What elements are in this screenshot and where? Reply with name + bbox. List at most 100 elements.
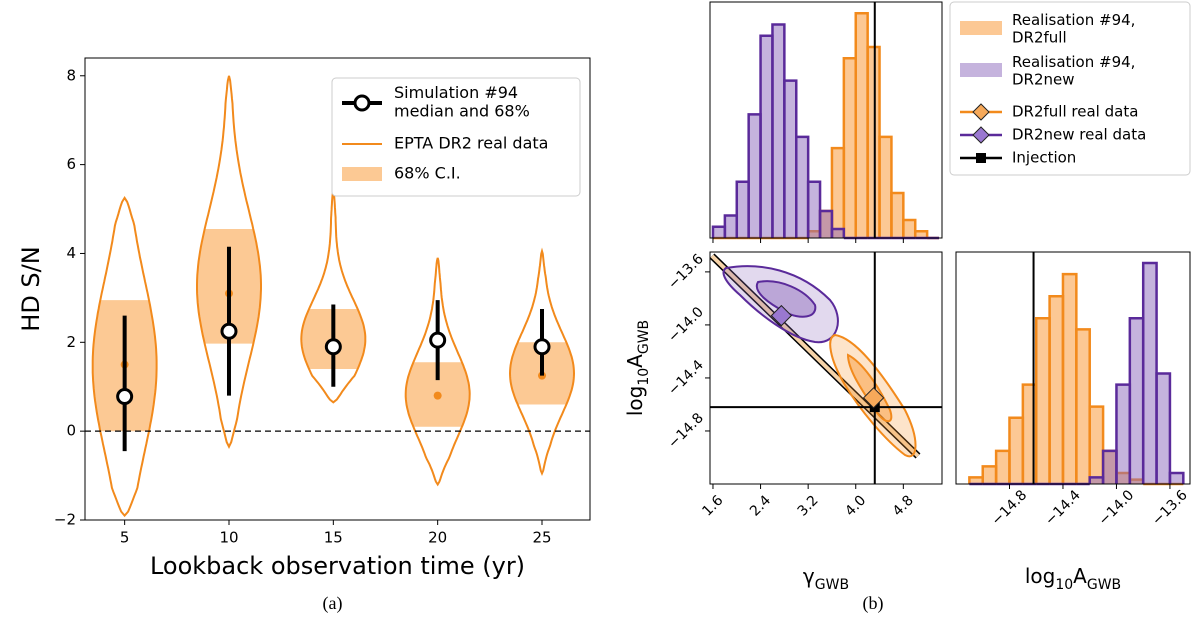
legend-marker (353, 94, 371, 112)
legend-label: EPTA DR2 real data (394, 134, 548, 153)
legend-label: DR2new real data (1012, 126, 1146, 144)
y-tick-label: 4 (66, 244, 76, 262)
axis-label-part: 10 (1055, 577, 1073, 593)
x-tick-label: 10 (219, 529, 238, 547)
violin (404, 257, 471, 487)
hist-bar (878, 135, 893, 238)
median-marker (324, 338, 342, 356)
hist-bar (747, 113, 762, 238)
axis-label: log10AGWB (623, 320, 653, 416)
hist-bar (890, 191, 905, 238)
plot-frame (709, 1, 943, 239)
median-marker (116, 388, 134, 406)
legend-label: Realisation #94, DR2new (1012, 53, 1135, 88)
real-data-marker (770, 304, 793, 327)
real-data-marker (862, 387, 885, 409)
violin (508, 247, 576, 476)
hist-bar (842, 56, 857, 238)
violin (196, 75, 262, 449)
hist-bar (1008, 416, 1025, 484)
hist-bar (1101, 449, 1118, 484)
legend-label: Realisation #94, DR2full (1012, 11, 1135, 46)
x-tick-label: 25 (532, 529, 551, 547)
plot-frame (84, 57, 591, 521)
x-tick-label: 20 (428, 529, 447, 547)
panel-caption: (a) (323, 593, 343, 614)
x-tick-label: 5 (120, 529, 130, 547)
hist-bar (854, 11, 869, 238)
hist-bar (1141, 261, 1158, 484)
hist-bar (1048, 294, 1065, 484)
hist-bar (806, 180, 822, 238)
hist-bar (783, 79, 798, 238)
median-marker (220, 322, 238, 340)
contour (722, 265, 839, 344)
axis-label: log10AGWB (1025, 564, 1121, 594)
hist-bar (735, 180, 750, 238)
hist-bar (1088, 476, 1105, 484)
contour (846, 353, 893, 423)
axis-label-part: 10 (636, 368, 652, 386)
x-tick-label: 15 (324, 529, 343, 547)
legend-label: Simulation #94 median and 68% (394, 83, 530, 120)
legend-marker (976, 153, 986, 163)
x-axis-label: Lookback observation time (yr) (150, 552, 525, 580)
hist-bar (994, 449, 1011, 484)
hist-bar (913, 230, 929, 238)
axis-label-part: A (1073, 564, 1087, 588)
hist-bar (1075, 328, 1091, 484)
y-tick-label: −2 (54, 511, 76, 529)
hist-bar (1168, 471, 1185, 484)
violin (91, 196, 158, 518)
axis-label-part: log (623, 386, 647, 417)
legend-marker (972, 126, 990, 144)
hist-bar (795, 135, 810, 238)
y-axis-label: HD S/N (17, 246, 45, 331)
hist-bar (1115, 383, 1132, 484)
hist-bar (830, 227, 846, 238)
panel-caption: (b) (863, 593, 884, 614)
median-marker (429, 331, 447, 349)
legend-patch (960, 63, 1002, 77)
hist-bar (1155, 372, 1172, 484)
hist-bar (1061, 272, 1078, 484)
diagonal-band (710, 254, 920, 458)
hist-bar (1088, 405, 1105, 484)
legend-label: DR2full real data (1012, 103, 1138, 121)
hist-bar (866, 45, 881, 238)
y-tick-label: 0 (66, 422, 76, 440)
hist-bar (1034, 317, 1051, 484)
axis-label-part: A (623, 354, 647, 368)
plot-frame (709, 251, 943, 485)
axis-label: γGWB (803, 564, 849, 594)
hist-bar (902, 218, 917, 238)
hist-bar (981, 465, 998, 484)
hist-bar (759, 34, 774, 238)
axis-label-part: GWB (636, 320, 652, 354)
legend-label: Injection (1012, 149, 1076, 167)
hist-bar (818, 209, 834, 238)
contours (709, 253, 921, 459)
hist-bar (723, 214, 739, 238)
legend-patch (342, 167, 382, 181)
hist-bar (830, 146, 846, 238)
hist-bar (771, 23, 786, 238)
axis-label-part: γ (803, 564, 815, 588)
axis-label-part: log (1025, 564, 1056, 588)
legend-box (331, 77, 581, 197)
median-marker (533, 338, 551, 356)
real-data-point (433, 391, 442, 400)
contour (755, 280, 817, 318)
legend-box (949, 1, 1191, 176)
y-tick-label: 2 (66, 333, 76, 351)
legend-patch (960, 21, 1002, 35)
y-tick-label: 6 (66, 155, 76, 173)
legend-label: 68% C.I. (394, 164, 461, 183)
legend-marker (972, 103, 990, 121)
y-tick-label: 8 (66, 66, 76, 84)
plot-frame (955, 251, 1191, 485)
axis-label-part: GWB (1087, 577, 1121, 593)
hist-bar (1128, 317, 1145, 484)
hist-bar (711, 225, 727, 238)
